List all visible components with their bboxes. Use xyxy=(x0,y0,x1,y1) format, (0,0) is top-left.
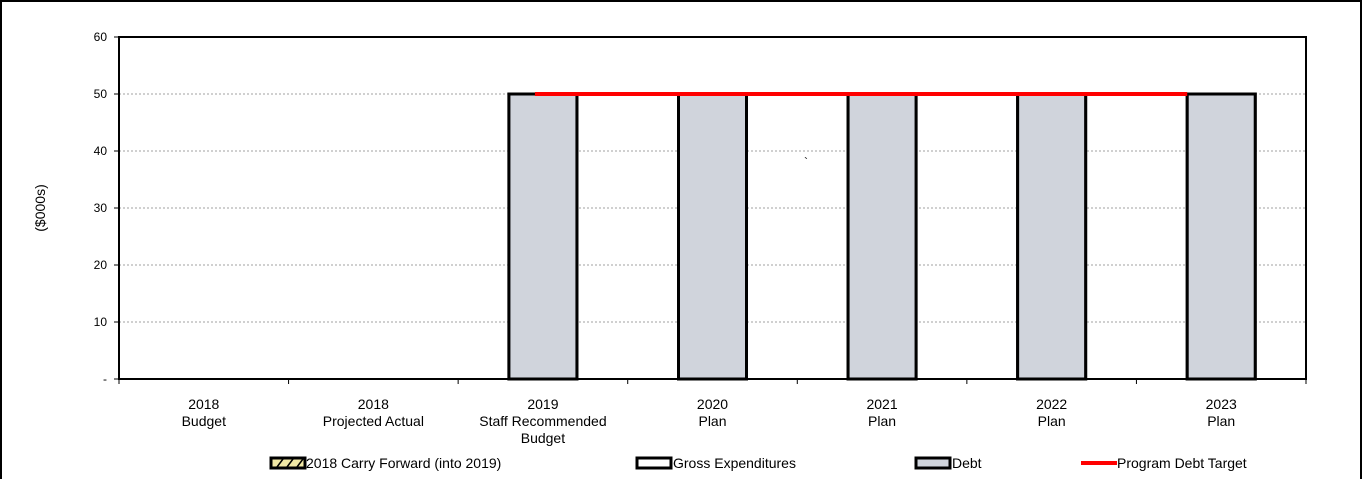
x-category-label: Plan xyxy=(1207,413,1235,429)
bar-layer xyxy=(507,92,1257,381)
x-category-label: 2018 xyxy=(358,396,389,412)
legend-label: Debt xyxy=(952,455,982,471)
x-category-label: Budget xyxy=(182,413,226,429)
axis-layer xyxy=(114,36,1307,384)
x-category-label: Budget xyxy=(521,430,565,446)
x-category-label: 2021 xyxy=(866,396,897,412)
debt-bar xyxy=(846,92,918,381)
y-tick-label: - xyxy=(103,372,107,386)
legend-hatch-stroke xyxy=(276,458,284,468)
debt-bar xyxy=(507,92,579,381)
x-category-label: 2022 xyxy=(1036,396,1067,412)
y-tick-label: 20 xyxy=(94,258,108,272)
legend-label: Gross Expenditures xyxy=(673,455,796,471)
x-category-label: 2019 xyxy=(527,396,558,412)
legend-layer: 2018 Carry Forward (into 2019) Gross Expe… xyxy=(269,455,1247,471)
y-tick-label: 10 xyxy=(94,315,108,329)
debt-bar xyxy=(1185,92,1257,381)
x-category-label: 2020 xyxy=(697,396,728,412)
x-category-label: Projected Actual xyxy=(323,413,424,429)
legend-label: 2018 Carry Forward (into 2019) xyxy=(306,455,501,471)
x-category-label: Staff Recommended xyxy=(479,413,606,429)
plot-area-border xyxy=(118,36,1307,380)
legend-swatch-carry-forward xyxy=(269,456,307,470)
y-tick-label: 60 xyxy=(94,30,108,44)
legend-hatch-stroke xyxy=(286,458,294,468)
y-tick-label: 50 xyxy=(94,87,108,101)
legend-swatch-debt xyxy=(914,456,952,470)
legend-label: Program Debt Target xyxy=(1117,455,1247,471)
y-axis-title: ($000s) xyxy=(32,184,48,231)
y-tick-label: 30 xyxy=(94,201,108,215)
legend-hatch-stroke xyxy=(296,458,304,468)
x-category-label: 2018 xyxy=(188,396,219,412)
y-tick-label: 40 xyxy=(94,144,108,158)
x-category-label: Plan xyxy=(1038,413,1066,429)
debt-bar xyxy=(677,92,748,381)
x-category-label: Plan xyxy=(868,413,896,429)
debt-bar xyxy=(1016,92,1088,381)
legend-swatch-gross-expenditures xyxy=(635,456,673,470)
annotation-mark: ` xyxy=(804,155,808,169)
x-category-label: Plan xyxy=(698,413,726,429)
x-category-label: 2023 xyxy=(1206,396,1237,412)
